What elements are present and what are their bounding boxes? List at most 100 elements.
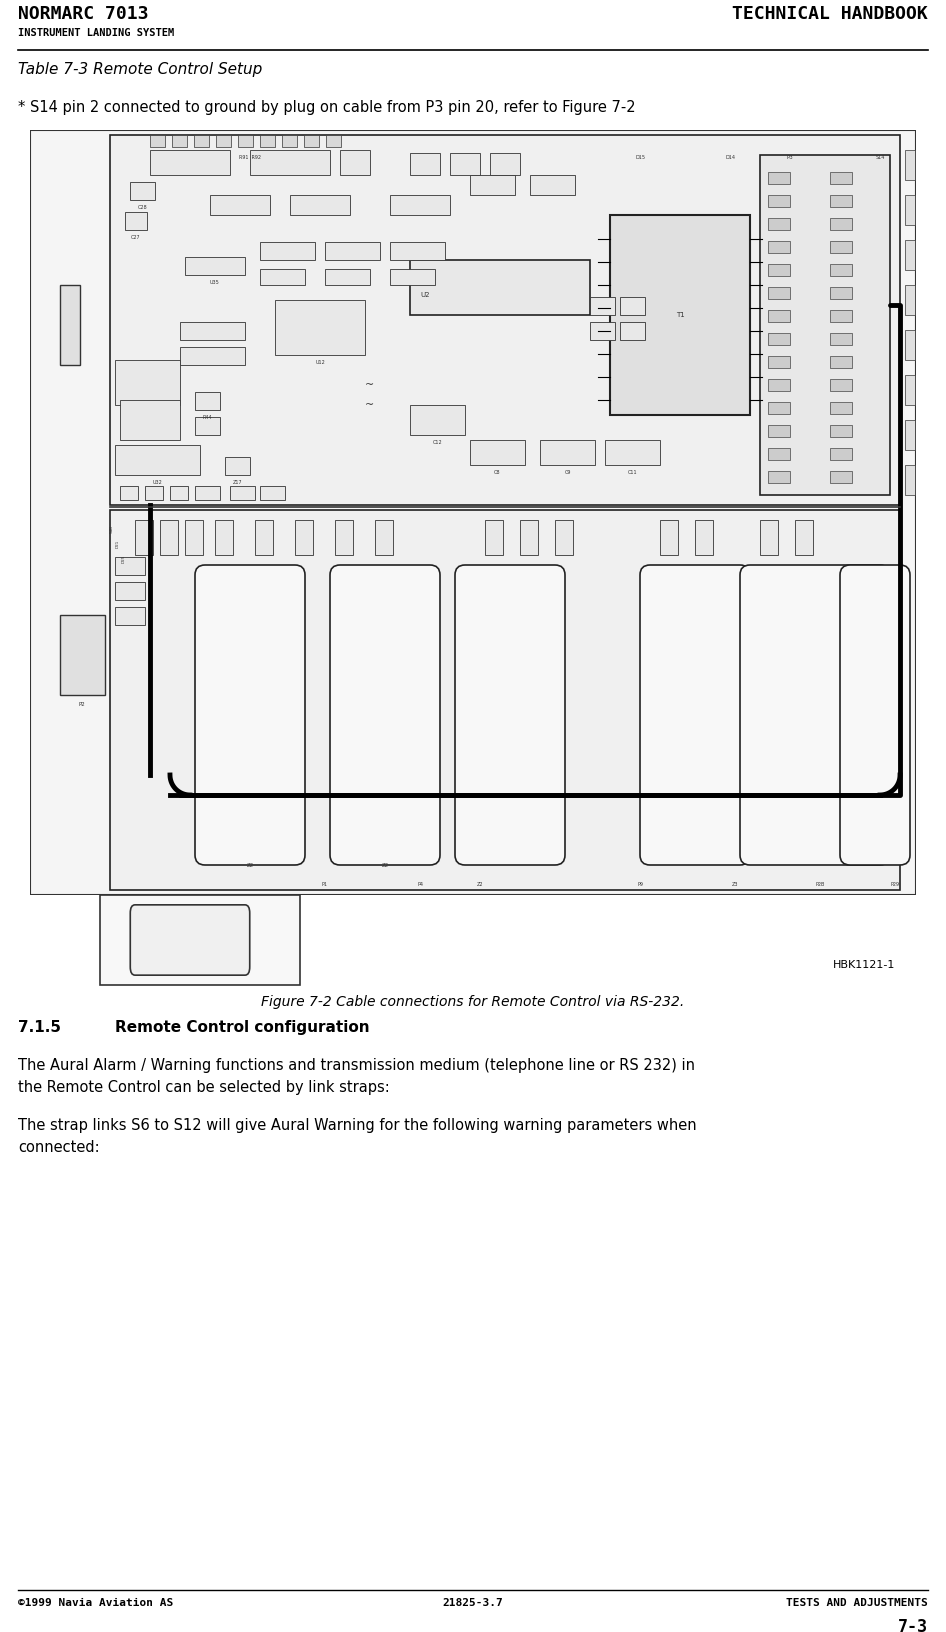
Bar <box>768 401 790 415</box>
Bar <box>470 175 515 194</box>
Bar <box>830 401 852 415</box>
Bar <box>555 521 573 555</box>
Text: Remote Control configuration: Remote Control configuration <box>115 1020 370 1035</box>
Bar <box>490 153 520 175</box>
Bar <box>260 242 315 259</box>
Bar <box>620 322 645 339</box>
Bar <box>610 215 750 415</box>
Text: Z2: Z2 <box>477 881 483 888</box>
Bar <box>768 379 790 392</box>
Bar <box>768 310 790 322</box>
Text: D15: D15 <box>635 155 645 160</box>
FancyBboxPatch shape <box>640 565 750 865</box>
Bar <box>238 135 253 147</box>
FancyBboxPatch shape <box>330 565 440 865</box>
Bar <box>60 615 105 695</box>
Bar <box>194 135 209 147</box>
Bar <box>905 240 915 269</box>
Text: The Aural Alarm / Warning functions and transmission medium (telephone line or R: The Aural Alarm / Warning functions and … <box>18 1058 695 1072</box>
Text: ©1999 Navia Aviation AS: ©1999 Navia Aviation AS <box>18 1598 173 1608</box>
Text: the Remote Control can be selected by link straps:: the Remote Control can be selected by li… <box>18 1080 390 1095</box>
Text: 7-3: 7-3 <box>898 1617 928 1632</box>
Bar <box>115 583 145 601</box>
Bar <box>180 322 245 339</box>
Bar <box>830 472 852 483</box>
Bar <box>340 150 370 175</box>
Bar <box>768 356 790 367</box>
Bar <box>830 310 852 322</box>
Text: Figure 7-2 Cable connections for Remote Control via RS-232.: Figure 7-2 Cable connections for Remote … <box>261 996 685 1009</box>
Bar <box>768 194 790 207</box>
Text: ~: ~ <box>365 400 375 410</box>
Text: ~: ~ <box>365 380 375 390</box>
Bar <box>185 256 245 276</box>
Bar <box>605 441 660 465</box>
Bar <box>760 521 778 555</box>
Bar <box>620 297 645 315</box>
Text: P1: P1 <box>322 881 328 888</box>
Text: * S14 pin 2 connected to ground by plug on cable from P3 pin 20, refer to Figure: * S14 pin 2 connected to ground by plug … <box>18 100 636 114</box>
Bar <box>530 175 575 194</box>
Bar <box>115 361 180 405</box>
Text: P4: P4 <box>417 881 423 888</box>
Bar <box>768 472 790 483</box>
Bar <box>290 194 350 215</box>
Bar <box>375 521 393 555</box>
Bar <box>905 286 915 315</box>
Text: NORMARC 7013: NORMARC 7013 <box>18 5 149 23</box>
Bar <box>230 486 255 499</box>
Bar <box>905 330 915 361</box>
Bar <box>185 521 203 555</box>
Bar <box>410 259 590 315</box>
Bar <box>830 333 852 344</box>
Bar <box>135 521 153 555</box>
Text: Z17: Z17 <box>233 480 242 485</box>
Bar <box>180 348 245 366</box>
Text: S4B: S4B <box>110 526 114 534</box>
Bar <box>260 135 275 147</box>
Bar <box>830 219 852 230</box>
Bar <box>905 375 915 405</box>
Bar <box>325 269 370 286</box>
Bar <box>760 155 890 494</box>
Bar <box>110 135 900 504</box>
Bar <box>830 287 852 299</box>
Text: The strap links S6 to S12 will give Aural Warning for the following warning para: The strap links S6 to S12 will give Aura… <box>18 1118 696 1133</box>
Text: 21825-3.7: 21825-3.7 <box>443 1598 503 1608</box>
Text: TESTS AND ADJUSTMENTS: TESTS AND ADJUSTMENTS <box>786 1598 928 1608</box>
Bar <box>830 171 852 184</box>
Text: P29: P29 <box>890 881 900 888</box>
FancyBboxPatch shape <box>455 565 565 865</box>
Text: Z3: Z3 <box>732 881 738 888</box>
Text: INSTRUMENT LANDING SYSTEM: INSTRUMENT LANDING SYSTEM <box>18 28 174 38</box>
Bar <box>830 424 852 437</box>
Text: HBK1121-1: HBK1121-1 <box>832 960 895 969</box>
Text: P2B: P2B <box>815 881 825 888</box>
Bar <box>195 418 220 436</box>
Bar <box>410 153 440 175</box>
Bar <box>215 521 233 555</box>
Bar <box>830 449 852 460</box>
Bar <box>830 356 852 367</box>
Bar <box>216 135 231 147</box>
Bar <box>905 150 915 180</box>
Text: Z2: Z2 <box>246 863 254 868</box>
Bar <box>100 894 300 986</box>
Text: D14: D14 <box>725 155 735 160</box>
Bar <box>150 135 165 147</box>
Bar <box>115 557 145 574</box>
Bar <box>170 486 188 499</box>
FancyBboxPatch shape <box>840 565 910 865</box>
Bar <box>210 194 270 215</box>
Bar <box>768 287 790 299</box>
Text: D21: D21 <box>116 540 120 548</box>
Bar <box>485 521 503 555</box>
Bar <box>905 194 915 225</box>
Bar <box>125 212 147 230</box>
Text: C12: C12 <box>432 441 443 446</box>
Text: connected:: connected: <box>18 1141 99 1155</box>
Bar <box>768 449 790 460</box>
Bar <box>905 419 915 450</box>
Bar <box>660 521 678 555</box>
Bar <box>60 286 80 366</box>
